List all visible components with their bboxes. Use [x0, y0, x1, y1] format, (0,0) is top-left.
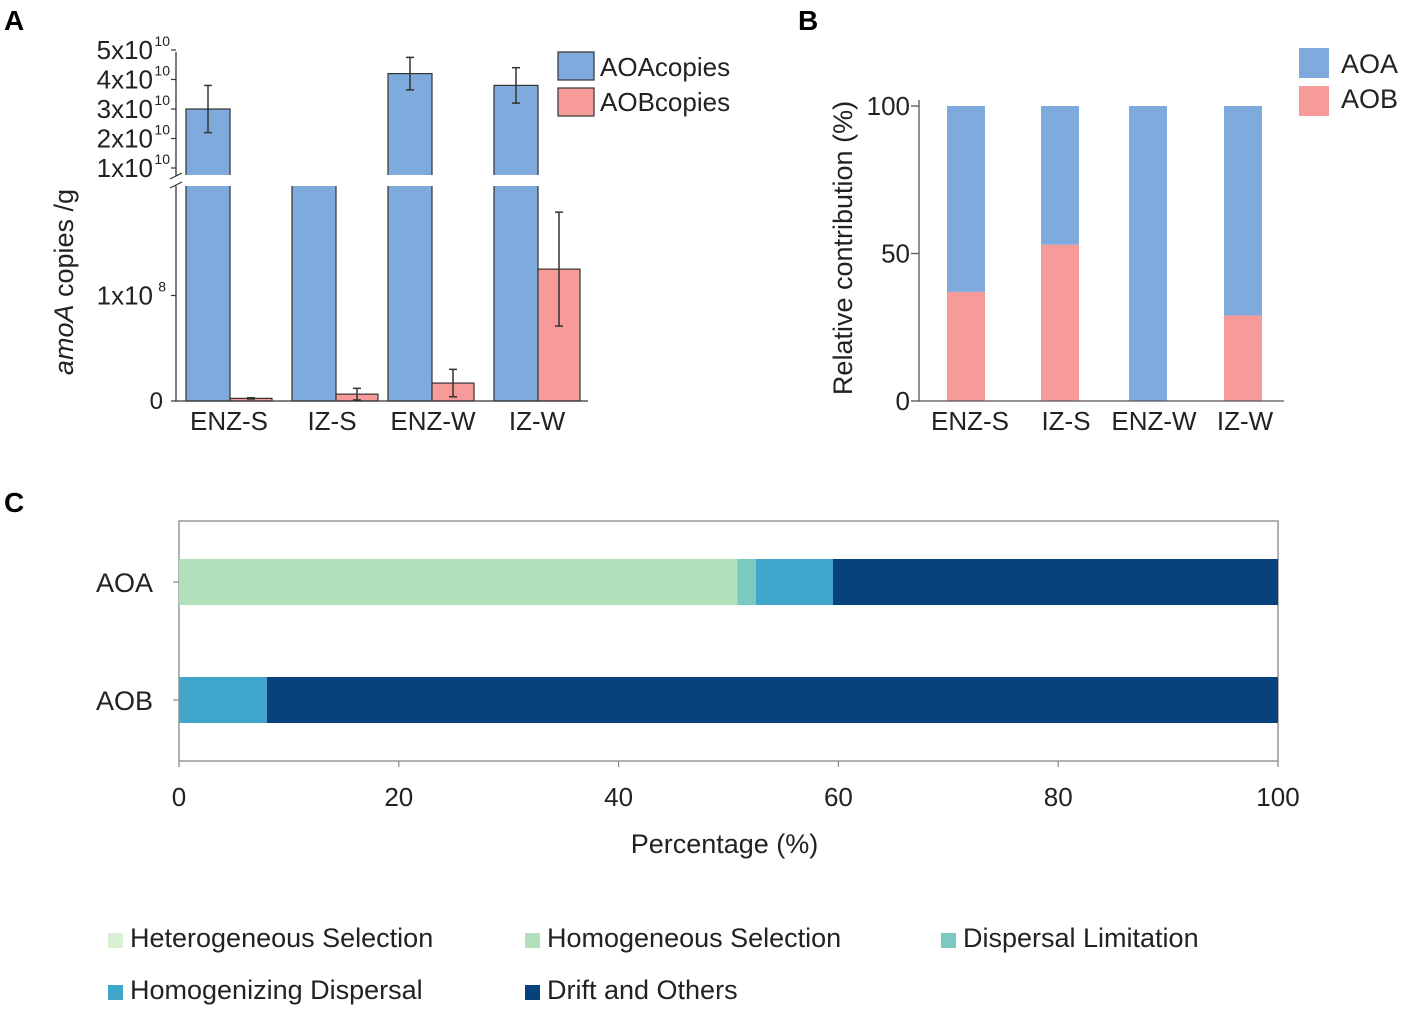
legend-swatch-homogeneous-selection — [525, 933, 540, 948]
panel-c-chart: AOA AOB 0 20 40 60 80 100 Percentage (%) Heteroge… — [96, 520, 1300, 1005]
plot-frame — [178, 520, 1279, 762]
x-axis-title: Percentage (%) — [631, 829, 819, 859]
legend-label-dispersal-limitation: Dispersal Limitation — [963, 923, 1199, 953]
legend-swatch-aobcopies — [557, 87, 595, 117]
axis-break-gap — [150, 175, 590, 186]
bar-aoa-enz-s — [947, 106, 985, 292]
bar-aoa-iz-s — [291, 179, 337, 402]
legend-label-homogenizing-dispersal: Homogenizing Dispersal — [130, 975, 423, 1005]
x-tick-label: 0 — [172, 782, 186, 812]
legend-label-aoa: AOA — [1341, 49, 1398, 79]
panel-label-b: B — [798, 5, 818, 36]
legend-label-aob: AOB — [1341, 84, 1398, 114]
legend-swatch-aoa — [1299, 48, 1329, 78]
y-tick-label: 50 — [881, 239, 910, 269]
bar-aoa-enz-w — [1129, 106, 1167, 401]
y-tick-exponent: 10 — [154, 63, 170, 79]
y-tick-exponent: 10 — [154, 92, 170, 108]
x-tick-label-iz-w: IZ-W — [509, 406, 566, 436]
legend-swatch-aob — [1299, 86, 1329, 116]
bar-aob-drift-and-others — [266, 677, 1278, 723]
bar-aoa-iz-s — [1041, 106, 1079, 245]
bar-aob-enz-s — [947, 291, 985, 401]
y-tick-exponent: 10 — [154, 151, 170, 167]
bar-aoa-homogeneous-selection — [179, 559, 738, 605]
y-tick-label-aob: AOB — [96, 686, 153, 716]
x-tick-label: 80 — [1044, 782, 1073, 812]
legend-label-heterogeneous-selection: Heterogeneous Selection — [130, 923, 433, 953]
bar-aoa-drift-and-others — [832, 559, 1278, 605]
y-axis-title: Relative contribution (%) — [828, 101, 858, 395]
y-tick-label: 0 — [896, 386, 910, 416]
bar-aoa-iz-w — [493, 84, 539, 402]
panel-b-chart: 0 50 100 Relative contribution (%) ENZ-S IZ-S… — [828, 48, 1398, 436]
bar-aoa-enz-s — [185, 108, 231, 402]
y-tick-label-upper: 1x10 — [97, 153, 153, 183]
y-tick-label-zero: 0 — [150, 388, 163, 415]
legend-label-aobcopies: AOBcopies — [600, 87, 730, 117]
y-tick-label-upper: 3x10 — [97, 94, 153, 124]
y-tick-exponent: 8 — [158, 279, 166, 295]
x-tick-label: 60 — [824, 782, 853, 812]
x-tick-label-iz-s: IZ-S — [1041, 406, 1090, 436]
bar-aob-homogenizing-dispersal — [179, 677, 267, 723]
x-tick-label-iz-s: IZ-S — [307, 406, 356, 436]
x-tick-label: 40 — [604, 782, 633, 812]
legend-swatch-drift-and-others — [525, 985, 540, 1000]
legend-label-aoacopies: AOAcopies — [600, 52, 730, 82]
x-tick-label: 100 — [1256, 782, 1299, 812]
bar-aoa-homogenizing-dispersal — [755, 559, 833, 605]
y-tick-exponent: 10 — [154, 33, 170, 49]
axis-break-mark-bottom — [169, 181, 183, 189]
bar-aob-iz-w — [1224, 315, 1262, 401]
legend-swatch-dispersal-limitation — [941, 933, 956, 948]
legend-swatch-heterogeneous-selection — [108, 933, 123, 948]
y-tick-label-aoa: AOA — [96, 568, 153, 598]
y-tick-label-upper: 4x10 — [97, 65, 153, 95]
legend-label-drift-and-others: Drift and Others — [547, 975, 738, 1005]
bar-aoa-enz-w — [387, 72, 433, 402]
bar-aoa-dispersal-limitation — [737, 559, 756, 605]
bar-aoa-iz-w — [1224, 106, 1262, 316]
y-tick-label-upper: 2x10 — [97, 124, 153, 154]
bar-aob-iz-s — [1041, 244, 1079, 401]
x-tick-label-enz-s: ENZ-S — [931, 406, 1009, 436]
x-tick-label-enz-w: ENZ-W — [390, 406, 476, 436]
x-tick-label-iz-w: IZ-W — [1217, 406, 1274, 436]
legend-swatch-aoacopies — [557, 51, 595, 81]
legend-label-homogeneous-selection: Homogeneous Selection — [547, 923, 841, 953]
x-tick-label-enz-w: ENZ-W — [1111, 406, 1197, 436]
panel-label-c: C — [4, 487, 24, 518]
panel-label-a: A — [4, 5, 24, 36]
x-tick-label-enz-s: ENZ-S — [190, 406, 268, 436]
y-tick-exponent: 10 — [154, 122, 170, 138]
y-tick-label: 100 — [867, 91, 910, 121]
y-axis-title: amoA copies /g — [49, 189, 79, 375]
y-tick-label-upper: 5x10 — [97, 35, 153, 65]
y-tick-label-1e8: 1x10 — [97, 281, 153, 311]
legend-swatch-homogenizing-dispersal — [108, 985, 123, 1000]
x-tick-label: 20 — [384, 782, 413, 812]
